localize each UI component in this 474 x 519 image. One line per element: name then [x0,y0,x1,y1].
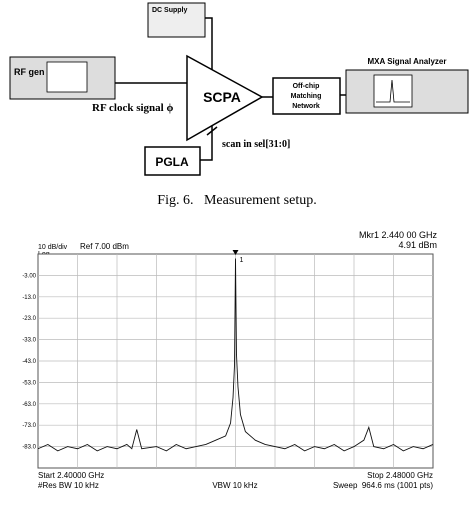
footer: #Res BW 10 kHz [38,481,99,490]
marker [232,250,239,255]
amplifier [186,54,264,142]
label: PGLA [155,155,189,169]
y-tick-label: -3.00 [22,273,36,279]
label: Matching [291,93,322,100]
label: DC Supply [152,7,187,14]
marker-readout: Mkr1 2.440 00 GHz [359,230,438,240]
wire [205,17,213,72]
y-tick-label: -33.0 [22,338,36,344]
setup-diagram [9,2,469,176]
label: Off-chip [293,83,320,90]
bus-slash [206,126,218,136]
label: RF clock signal ϕ [92,102,173,114]
icon [376,79,410,103]
footer: VBW 10 kHz [212,481,257,490]
trace [37,258,434,452]
instrument [147,2,206,38]
y-tick-label: -83.0 [22,445,36,451]
label: SCPA [203,89,241,105]
label: scan in sel[31:0] [222,139,290,150]
y-tick-label: -73.0 [22,423,36,429]
marker-readout: 4.91 dBm [398,240,437,250]
ref-level: Ref 7.00 dBm [80,242,129,251]
label: MXA Signal Analyzer [368,57,447,66]
footer: Stop 2.48000 GHz [367,471,433,480]
marker-label: 1 [240,257,244,264]
footer: Sweep 964.6 ms (1001 pts) [333,481,433,490]
wire [200,121,213,161]
screen [46,61,88,93]
caption: Fig. 6. Measurement setup. [157,193,316,208]
label: RF gen [14,67,45,77]
box [272,77,341,115]
y-tick-label: -43.0 [22,359,36,365]
box [144,146,201,176]
y-tick-label: -13.0 [22,295,36,301]
y-tick-label: -63.0 [22,402,36,408]
y-tick-label: -53.0 [22,380,36,386]
y-tick-label: -23.0 [22,316,36,322]
scale: 10 dB/div [38,244,68,251]
footer: Start 2.40000 GHz [38,471,104,480]
label: Network [292,103,320,110]
